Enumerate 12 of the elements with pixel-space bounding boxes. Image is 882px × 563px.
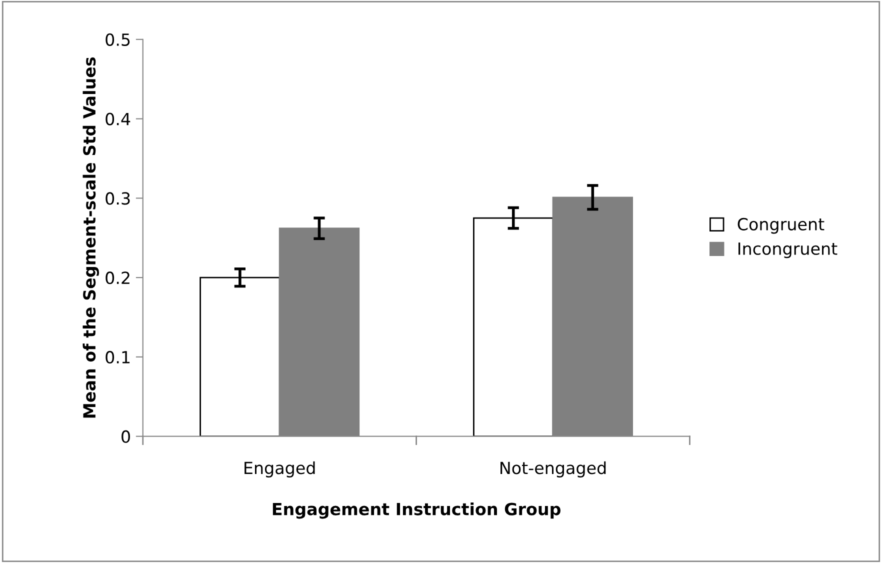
legend-label: Congruent xyxy=(738,218,824,234)
y-tick-label: 0.1 xyxy=(106,350,130,364)
y-tick-label: 0.4 xyxy=(106,112,130,126)
x-axis-title: Engagement Instruction Group xyxy=(272,502,560,519)
y-tick-label: 0.5 xyxy=(106,33,130,46)
x-tick-label: Engaged xyxy=(244,461,315,478)
y-tick-label: 0.2 xyxy=(106,272,130,284)
y-tick-label: 0 xyxy=(122,430,130,443)
y-tick-label: 0.3 xyxy=(106,192,130,205)
legend-label: Incongruent xyxy=(738,242,838,258)
x-tick-label: Not-engaged xyxy=(500,461,606,478)
y-axis-title: Mean of the Segment-scale Std Values xyxy=(82,57,100,418)
